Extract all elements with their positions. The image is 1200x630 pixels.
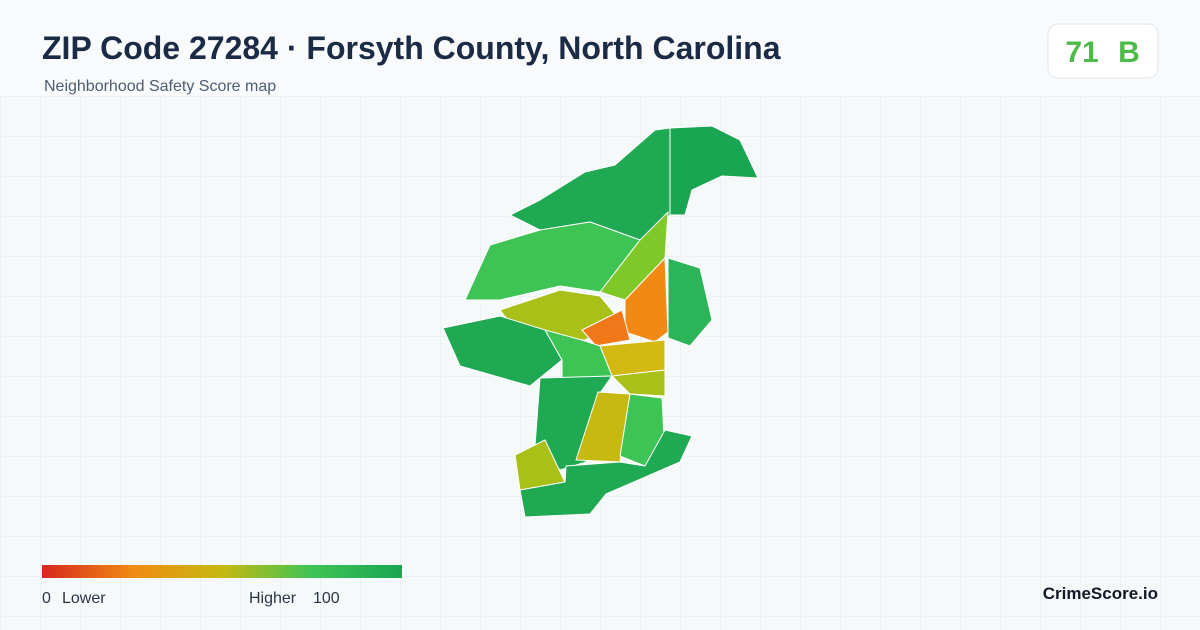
brand: CrimeScore.io: [1043, 584, 1158, 603]
legend-bar: [42, 565, 402, 578]
region: [667, 257, 713, 347]
region: [581, 309, 631, 347]
score-value: 71: [1065, 36, 1098, 69]
legend-min: 0: [42, 590, 51, 607]
region: [599, 211, 669, 301]
region: [519, 429, 693, 518]
region: [669, 125, 759, 216]
legend-max-label: Higher: [249, 590, 297, 607]
header-bg: [0, 0, 1200, 96]
score-grade: B: [1118, 36, 1140, 69]
score-badge: 71 B: [1047, 23, 1159, 79]
map: [442, 125, 759, 518]
legend-min-label: Lower: [62, 590, 106, 607]
region: [442, 315, 563, 387]
title: ZIP Code 27284 · Forsyth County, North C…: [42, 30, 781, 66]
subtitle: Neighborhood Safety Score map: [44, 78, 276, 95]
legend-max: 100: [313, 590, 340, 607]
region: [611, 369, 666, 397]
badge-box: [1047, 23, 1159, 79]
